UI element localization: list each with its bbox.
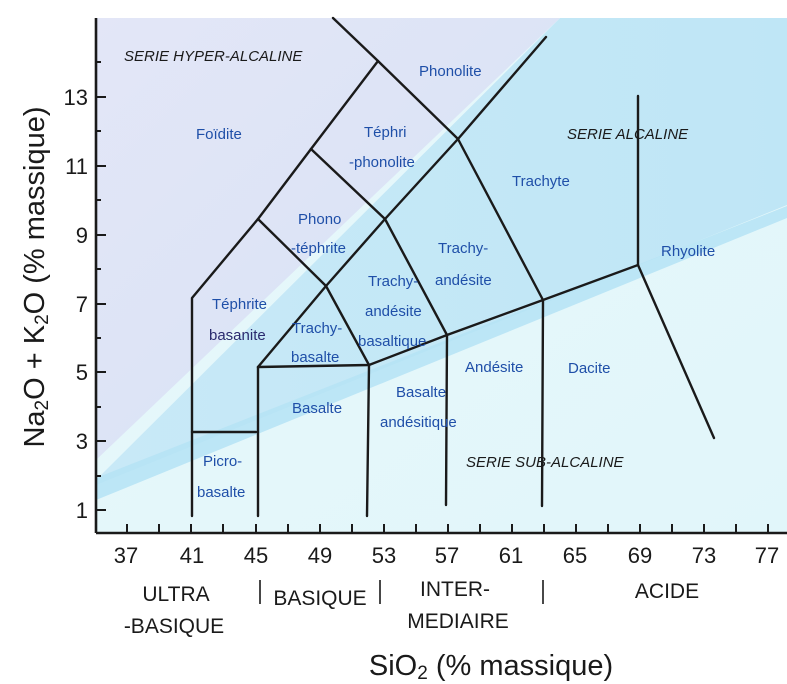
x-tick-label: 37 (114, 543, 138, 568)
y-tick-label: 7 (76, 292, 88, 317)
y-tick-label: 1 (76, 498, 88, 523)
field-tephrite-1: Téphrite (212, 296, 267, 313)
series-sub-alcaline: SERIE SUB-ALCALINE (466, 454, 625, 471)
field-trachybasalt-1: Trachy- (292, 320, 342, 337)
x-tick-label: 69 (628, 543, 652, 568)
field-basaltic-trachyandesite-1: Trachy- (368, 273, 418, 290)
plot-background (96, 18, 787, 533)
field-tephriphonolite-2: -phonolite (349, 154, 415, 171)
hyper-alcaline-zone (96, 18, 560, 460)
x-tick-label: 61 (499, 543, 523, 568)
field-trachyte: Trachyte (512, 173, 570, 190)
field-basaltic-trachyandesite-3: basaltique (358, 333, 426, 350)
boundary-foidite (190, 16, 380, 518)
x-tick-label: 77 (755, 543, 779, 568)
x-tick-labels: 37 41 45 49 53 57 61 65 69 73 77 (114, 543, 779, 568)
x-tick-label: 41 (180, 543, 204, 568)
boundary-phonotephrite (256, 217, 328, 288)
silica-groups: ULTRA -BASIQUE BASIQUE INTER- MEDIAIRE A… (124, 578, 699, 638)
y-tick-label: 3 (76, 429, 88, 454)
group-intermediaire-1: INTER- (420, 578, 490, 601)
field-trachybasalt-2: basalte (291, 349, 339, 366)
boundary-trachybasalt (324, 284, 371, 367)
y-tick-label: 11 (65, 154, 88, 179)
field-phonolite: Phonolite (419, 63, 482, 80)
field-boundaries (190, 16, 716, 518)
field-dacite: Dacite (568, 360, 611, 377)
field-tephrite-2: basanite (209, 327, 266, 344)
x-tick-label: 53 (372, 543, 396, 568)
boundary-subalkaline (256, 298, 545, 369)
y-tick-label: 9 (76, 223, 88, 248)
group-basique: BASIQUE (273, 587, 366, 610)
field-phonotephrite-2: -téphrite (291, 240, 346, 257)
y-tick-label: 5 (76, 360, 88, 385)
field-basaltic-andesite-1: Basalte (396, 384, 446, 401)
field-tephriphonolite-1: Téphri (364, 124, 407, 141)
field-basaltic-andesite-2: andésitique (380, 414, 457, 431)
field-rhyolite: Rhyolite (661, 243, 715, 260)
boundary-rhyolite (636, 94, 716, 440)
boundary-andesite (444, 333, 449, 507)
boundary-basaltic-andesite (365, 363, 371, 518)
group-ultra-basique-2: -BASIQUE (124, 615, 224, 638)
field-trachyandesite-2: andésite (435, 272, 492, 289)
y-axis-title: Na2O + K2O (% massique) (19, 106, 53, 447)
series-hyper-alcaline: SERIE HYPER-ALCALINE (124, 48, 303, 65)
group-intermediaire-2: MEDIAIRE (407, 610, 509, 633)
alcaline-zone (96, 18, 787, 485)
field-basaltic-trachyandesite-2: andésite (365, 303, 422, 320)
y-tick-label: 13 (64, 85, 88, 110)
field-picrobasalt-2: basalte (197, 484, 245, 501)
boundary-phonolite (376, 59, 460, 141)
field-trachyandesite-1: Trachy- (438, 240, 488, 257)
x-tick-marks (126, 524, 769, 533)
y-tick-marks (96, 61, 106, 511)
x-tick-label: 65 (563, 543, 587, 568)
x-tick-label: 73 (692, 543, 716, 568)
x-tick-label: 49 (308, 543, 332, 568)
boundary-bta (383, 217, 449, 337)
group-ultra-basique-1: ULTRA (142, 583, 209, 606)
group-acide: ACIDE (635, 580, 699, 603)
x-tick-label: 45 (244, 543, 268, 568)
field-picrobasalt-1: Picro- (203, 453, 242, 470)
field-basalt: Basalte (292, 400, 342, 417)
y-tick-labels: 1 3 5 7 9 11 13 (64, 85, 88, 523)
field-phonotephrite-1: Phono (298, 211, 341, 228)
boundary-dacite (540, 298, 545, 508)
field-andesite: Andésite (465, 359, 523, 376)
x-tick-label: 57 (435, 543, 459, 568)
transition-band (96, 206, 787, 500)
field-foidite: Foïdite (196, 126, 242, 143)
series-alcaline: SERIE ALCALINE (567, 126, 689, 143)
boundary-tephriphonolite (309, 147, 387, 221)
x-axis-title: SiO2 (% massique) (369, 650, 613, 684)
